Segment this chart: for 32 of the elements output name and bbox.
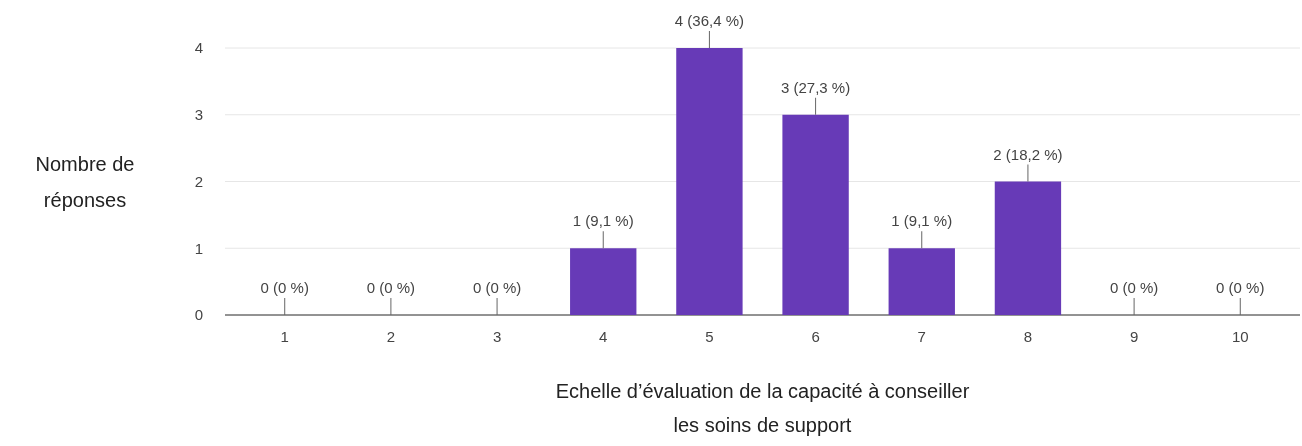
x-tick-label: 10 bbox=[1231, 327, 1249, 345]
bar bbox=[676, 48, 743, 315]
x-tick-label: 1 bbox=[280, 327, 289, 345]
data-label: 1 (9,1 %) bbox=[572, 212, 634, 230]
data-label: 1 (9,1 %) bbox=[891, 212, 953, 230]
data-label: 0 (0 %) bbox=[1216, 279, 1265, 296]
data-label: 0 (0 %) bbox=[472, 279, 522, 296]
x-tick-label: 6 bbox=[811, 327, 820, 345]
x-tick-label: 2 bbox=[386, 327, 396, 345]
y-tick-label: 0 bbox=[194, 306, 203, 324]
bar bbox=[570, 248, 637, 315]
bar bbox=[888, 248, 955, 315]
x-tick-label: 8 bbox=[1023, 327, 1033, 345]
y-tick-label: 4 bbox=[194, 39, 203, 57]
data-label: 3 (27,3 %) bbox=[780, 78, 851, 96]
data-label: 2 (18,2 %) bbox=[993, 145, 1063, 163]
bar bbox=[782, 114, 849, 315]
y-tick-label: 1 bbox=[194, 239, 203, 257]
bar bbox=[994, 181, 1062, 315]
x-tick-label: 9 bbox=[1129, 327, 1139, 345]
y-tick-label: 3 bbox=[194, 106, 203, 124]
x-tick-label: 3 bbox=[492, 327, 502, 345]
data-label: 0 (0 %) bbox=[1109, 279, 1159, 296]
data-label: 4 (36,4 %) bbox=[674, 12, 745, 29]
y-axis-title: Nombre de réponses bbox=[35, 152, 135, 211]
x-tick-label: 5 bbox=[705, 327, 714, 345]
x-tick-label: 7 bbox=[917, 327, 926, 345]
x-axis-title: Echelle d’évaluation de la capacité à conseiller les soins de support bbox=[555, 380, 970, 436]
x-tick-label: 4 bbox=[599, 327, 608, 345]
y-tick-label: 2 bbox=[194, 172, 203, 190]
data-label: 0 (0 %) bbox=[366, 279, 416, 296]
data-label: 0 (0 %) bbox=[260, 279, 309, 296]
